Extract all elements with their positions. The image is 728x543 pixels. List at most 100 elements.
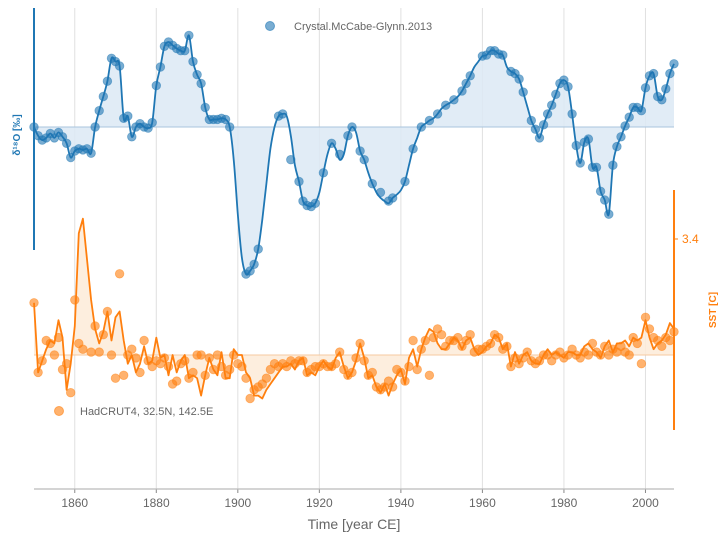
marker-crystal-1993 (612, 141, 622, 152)
marker-crystal-1947 (424, 115, 435, 126)
marker-crystal-1980 (559, 75, 569, 85)
marker-crystal-2007 (669, 59, 679, 69)
marker-hadcrut-1924 (331, 359, 341, 369)
marker-crystal-1981 (563, 81, 573, 92)
marker-hadcrut-1929 (351, 353, 361, 363)
marker-hadcrut-1944 (412, 364, 422, 375)
marker-hadcrut-1902 (241, 373, 251, 383)
marker-crystal-1880 (151, 80, 162, 91)
marker-crystal-1935 (375, 187, 386, 198)
marker-hadcrut-1933 (367, 367, 378, 378)
marker-crystal-1989 (595, 186, 606, 197)
marker-hadcrut-1943 (408, 335, 418, 346)
marker-hadcrut-1865 (90, 321, 100, 331)
marker-crystal-1990 (600, 195, 610, 205)
marker-hadcrut-2001 (644, 324, 655, 334)
marker-hadcrut-1862 (78, 344, 88, 354)
marker-crystal-1941 (400, 176, 410, 187)
marker-hadcrut-1871 (114, 269, 125, 279)
line-crystal (33, 34, 675, 276)
marker-hadcrut-1938 (388, 382, 398, 392)
marker-crystal-1970 (518, 87, 528, 97)
marker-crystal-1949 (432, 109, 443, 119)
marker-crystal-1864 (86, 148, 96, 158)
marker-crystal-1953 (449, 95, 459, 105)
marker-crystal-1976 (542, 109, 553, 119)
marker-crystal-1986 (583, 134, 594, 144)
marker-hadcrut-1882 (159, 353, 170, 363)
marker-hadcrut-1898 (224, 364, 235, 375)
x-tick-label-1920: 1920 (306, 496, 333, 510)
marker-crystal-1874 (127, 132, 137, 142)
marker-hadcrut-1887 (180, 356, 190, 366)
marker-hadcrut-1860 (70, 295, 80, 305)
marker-crystal-1974 (534, 133, 545, 143)
marker-hadcrut-1987 (587, 338, 598, 349)
marker-crystal-1995 (620, 121, 630, 131)
marker-hadcrut-1990 (600, 341, 610, 352)
marker-hadcrut-1916 (298, 356, 308, 366)
x-tick-label-2000: 2000 (632, 496, 659, 510)
marker-crystal-1969 (514, 74, 524, 84)
series-lines (33, 34, 675, 400)
marker-hadcrut-1875 (131, 353, 141, 363)
marker-hadcrut-1872 (118, 370, 129, 381)
marker-hadcrut-2006 (665, 335, 675, 346)
marker-crystal-1913 (286, 154, 296, 165)
marker-hadcrut-1858 (61, 359, 72, 369)
marker-crystal-1943 (408, 144, 418, 154)
marker-crystal-1982 (567, 109, 577, 119)
marker-hadcrut-1892 (200, 370, 210, 381)
marker-hadcrut-1945 (416, 344, 427, 354)
marker-hadcrut-2004 (657, 341, 667, 352)
marker-crystal-1933 (367, 178, 378, 189)
marker-crystal-1858 (61, 138, 72, 149)
legend-marker-hadcrut (54, 406, 64, 416)
marker-crystal-1988 (591, 162, 602, 173)
x-tick-label-1860: 1860 (61, 496, 88, 510)
marker-crystal-1972 (526, 115, 537, 126)
marker-crystal-1865 (90, 122, 100, 132)
marker-crystal-1889 (188, 56, 198, 67)
marker-hadcrut-1966 (502, 341, 512, 352)
marker-crystal-1978 (551, 89, 561, 100)
marker-crystal-1955 (457, 86, 467, 96)
marker-crystal-1881 (155, 62, 166, 72)
marker-hadcrut-1854 (45, 338, 56, 349)
marker-crystal-2004 (657, 95, 667, 105)
marker-hadcrut-1885 (171, 376, 182, 386)
y-tick-label-hadcrut-0: 3.4 (682, 232, 699, 246)
x-axis-title: Time [year CE] (308, 516, 401, 532)
marker-hadcrut-1930 (355, 338, 365, 349)
marker-crystal-1992 (608, 160, 618, 170)
marker-crystal-1983 (571, 140, 581, 151)
marker-hadcrut-1942 (404, 361, 414, 372)
marker-hadcrut-1964 (494, 332, 504, 343)
marker-crystal-1904 (249, 259, 259, 270)
marker-crystal-1975 (538, 120, 549, 130)
marker-hadcrut-1903 (245, 393, 255, 404)
marker-hadcrut-1954 (453, 332, 463, 343)
marker-hadcrut-1851 (33, 367, 43, 378)
marker-hadcrut-1999 (636, 359, 647, 369)
marker-hadcrut-1989 (595, 350, 606, 360)
marker-crystal-1867 (98, 91, 109, 102)
marker-hadcrut-1850 (29, 298, 39, 308)
marker-crystal-1898 (224, 122, 235, 132)
marker-crystal-1977 (547, 100, 557, 110)
marker-hadcrut-1957 (465, 330, 475, 340)
marker-hadcrut-1946 (420, 335, 431, 346)
marker-hadcrut-1941 (400, 376, 410, 386)
marker-crystal-1890 (192, 69, 202, 80)
marker-hadcrut-2000 (640, 312, 651, 323)
marker-crystal-1931 (359, 154, 369, 165)
marker-hadcrut-1874 (127, 344, 137, 354)
marker-crystal-1956 (461, 78, 471, 89)
marker-crystal-1991 (604, 209, 614, 219)
marker-crystal-2002 (648, 68, 659, 79)
legend-label-hadcrut: HadCRUT4, 32.5N, 142.5E (80, 406, 213, 418)
marker-crystal-1923 (326, 138, 337, 149)
marker-crystal-1866 (94, 105, 104, 116)
marker-crystal-1897 (220, 114, 231, 125)
marker-crystal-2006 (665, 68, 675, 79)
